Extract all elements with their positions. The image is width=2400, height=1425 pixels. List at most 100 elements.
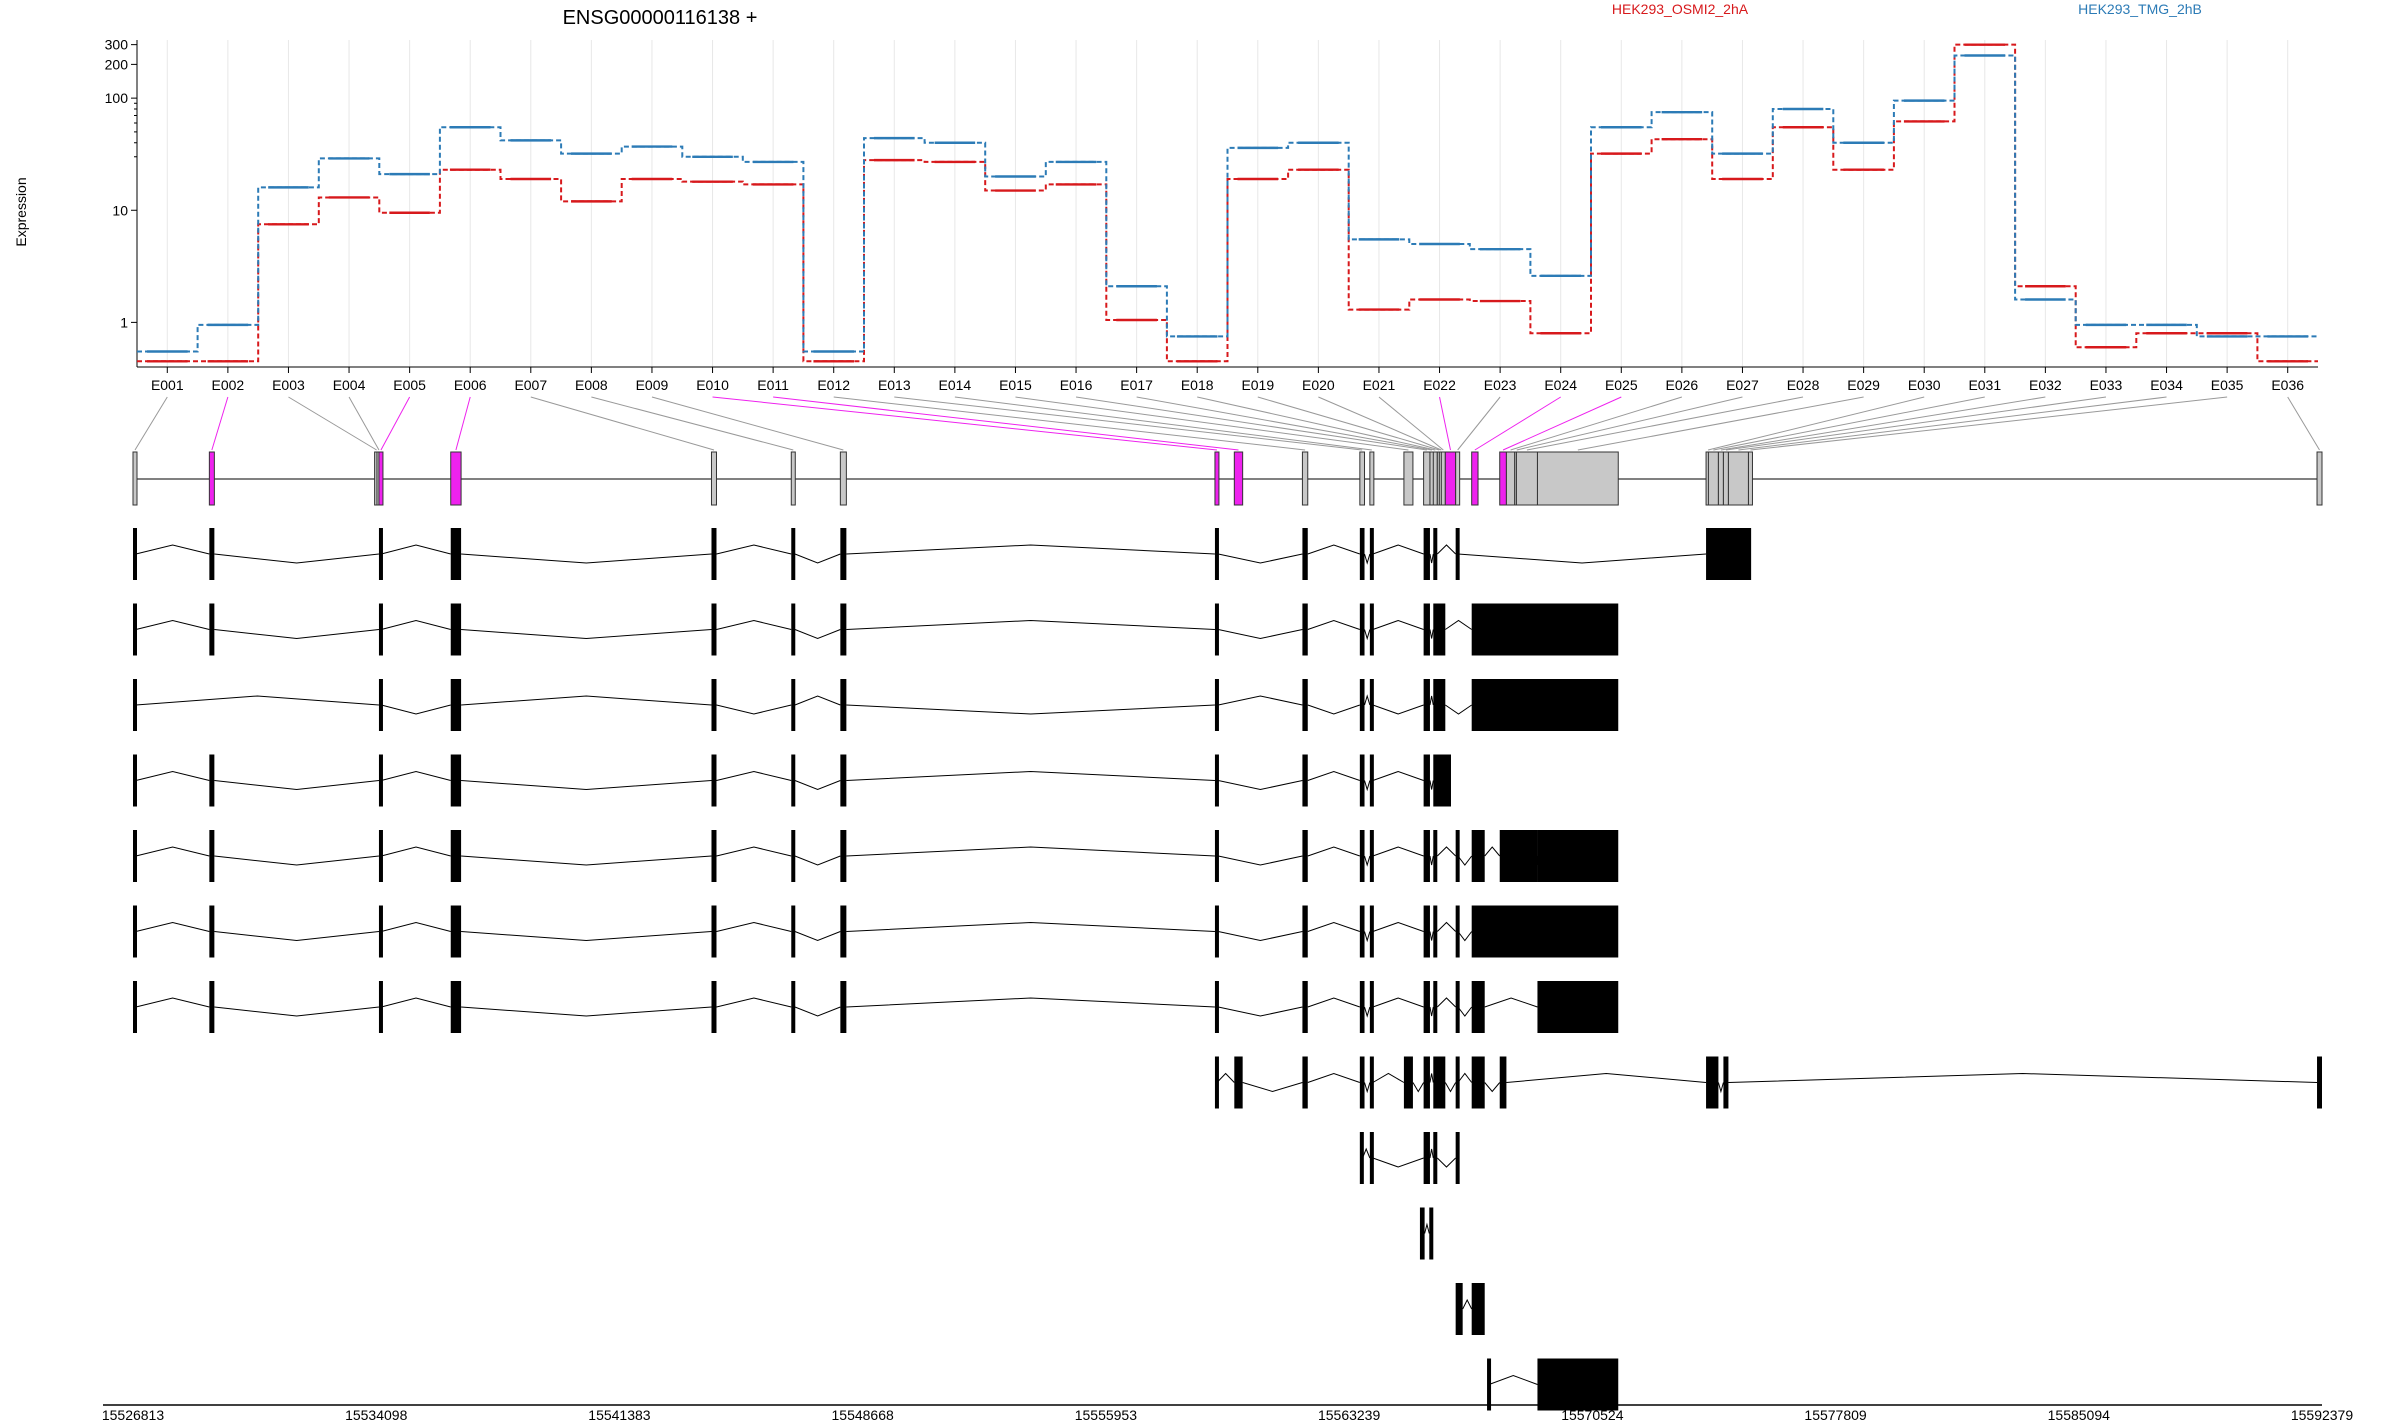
transcript-exon xyxy=(450,679,462,731)
transcript-exon xyxy=(1706,1056,1719,1109)
exon-connectors xyxy=(134,396,2320,451)
x-category-label: E033 xyxy=(2090,377,2123,393)
transcript-intron xyxy=(794,1006,841,1017)
genomic-tick-label: 15548668 xyxy=(832,1407,895,1420)
transcript-exon xyxy=(1214,603,1219,656)
exon-connector xyxy=(773,396,1239,451)
transcript-intron xyxy=(214,553,380,564)
y-tick-label: 100 xyxy=(105,90,129,106)
transcript-intron xyxy=(461,695,712,706)
x-category-label: E021 xyxy=(1363,377,1396,393)
genomic-x-axis: 15526813 15534098 15541383 15548668 15555953… xyxy=(102,1404,2354,1423)
transcript-exon xyxy=(209,603,215,656)
transcript-exon xyxy=(1471,1056,1485,1109)
transcript-exon xyxy=(378,528,383,580)
transcript-exon xyxy=(791,754,796,807)
transcript-intron xyxy=(1307,846,1361,857)
transcript-intron xyxy=(135,619,210,630)
transcript-intron xyxy=(381,770,451,781)
model-exon xyxy=(1233,451,1244,506)
transcript-intron xyxy=(716,770,792,781)
transcript-tracks xyxy=(133,528,2322,1411)
y-tick-label: 300 xyxy=(105,37,129,53)
x-category-label: E036 xyxy=(2271,377,2304,393)
transcript-intron xyxy=(716,997,792,1008)
transcript-intron xyxy=(1457,1006,1473,1017)
transcript-intron xyxy=(1307,1072,1361,1083)
transcript-intron xyxy=(1372,619,1424,630)
transcript-exon xyxy=(1455,528,1460,580)
transcript-intron xyxy=(1429,629,1434,639)
transcript-intron xyxy=(1484,1082,1501,1093)
transcript-exon xyxy=(1359,603,1365,656)
transcript-exon xyxy=(1369,905,1374,958)
transcript-exon xyxy=(840,830,847,882)
transcript-exon xyxy=(378,679,383,731)
transcript-exon xyxy=(1471,830,1485,882)
transcript-exon xyxy=(1214,679,1219,731)
genomic-tick-label: 15592379 xyxy=(2291,1407,2354,1420)
transcript-exon xyxy=(450,603,462,656)
transcript-exon xyxy=(1423,754,1430,807)
transcript-intron xyxy=(794,629,841,640)
transcript-exon xyxy=(840,981,847,1033)
transcript-intron xyxy=(1307,921,1361,932)
transcript-exon xyxy=(378,830,383,882)
transcript-intron xyxy=(846,846,1215,857)
transcript-exon xyxy=(1369,1056,1374,1109)
exon-connector xyxy=(1707,396,1925,451)
transcript-intron xyxy=(1218,629,1303,640)
model-exon xyxy=(1214,451,1220,506)
transcript-intron xyxy=(1445,619,1472,630)
transcript-intron xyxy=(794,931,841,942)
transcript-exon xyxy=(1423,679,1430,731)
transcript-exon xyxy=(1423,1132,1430,1184)
model-exon xyxy=(208,451,215,506)
transcript-intron xyxy=(716,921,792,932)
transcript-exon xyxy=(1433,603,1446,656)
x-category-label: E004 xyxy=(333,377,366,393)
exon-connector xyxy=(954,396,1372,451)
transcript-intron xyxy=(1307,544,1361,555)
transcript-exon xyxy=(840,679,847,731)
transcript-intron xyxy=(846,997,1215,1008)
transcript-exon xyxy=(133,679,137,731)
transcript-exon xyxy=(1433,981,1438,1033)
transcript-track xyxy=(133,905,1619,958)
transcript-exon xyxy=(1214,528,1219,580)
x-category-label: E022 xyxy=(1423,377,1456,393)
x-category-label: E006 xyxy=(454,377,487,393)
transcript-exon xyxy=(209,830,215,882)
transcript-intron xyxy=(1429,855,1434,866)
transcript-intron xyxy=(1372,704,1424,715)
transcript-exon xyxy=(1423,603,1430,656)
model-exon xyxy=(1499,451,1507,506)
y-tick-label: 1 xyxy=(120,314,128,330)
transcript-intron xyxy=(1372,1072,1405,1083)
transcript-exon xyxy=(209,905,215,958)
transcript-exon xyxy=(1369,603,1374,656)
transcript-intron xyxy=(1429,695,1434,706)
transcript-intron xyxy=(381,619,451,630)
transcript-intron xyxy=(1429,780,1434,790)
genomic-tick-label: 15585094 xyxy=(2048,1407,2111,1420)
transcript-exon xyxy=(1499,1056,1507,1109)
transcript-track xyxy=(1359,1132,1460,1184)
y-axis-label: Expression xyxy=(13,177,29,246)
transcript-intron xyxy=(1429,1006,1434,1017)
transcript-intron xyxy=(381,544,451,555)
exon-connector xyxy=(1257,396,1440,451)
transcript-intron xyxy=(135,846,210,857)
transcript-intron xyxy=(716,544,792,555)
transcript-exon xyxy=(791,830,796,882)
transcript-exon xyxy=(1214,1056,1219,1109)
transcript-intron xyxy=(461,780,712,791)
transcript-exon xyxy=(1359,830,1365,882)
genomic-tick-label: 15534098 xyxy=(345,1407,408,1420)
transcript-intron xyxy=(794,553,841,564)
exon-category-axis: E001 E002 E003 E004 E005 E006 E007 E008 E009 E010… xyxy=(137,366,2318,393)
transcript-exon xyxy=(450,528,462,580)
transcript-exon xyxy=(1455,1056,1460,1109)
transcript-intron xyxy=(1412,1082,1425,1093)
exon-connector xyxy=(1439,396,1451,451)
